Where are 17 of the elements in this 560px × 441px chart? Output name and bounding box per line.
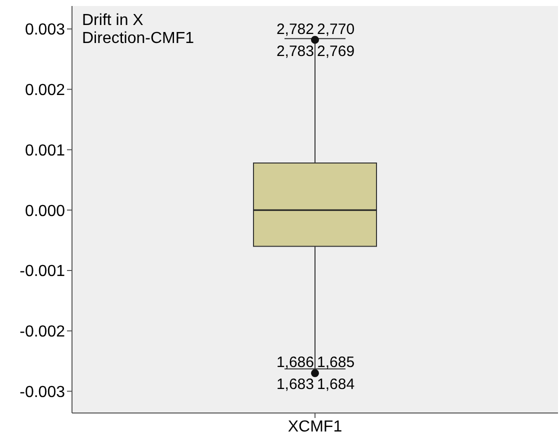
y-tick-label: 0.000 <box>24 202 66 220</box>
y-tick-label: 0.003 <box>24 22 66 39</box>
annotation: 2,770 <box>317 20 355 38</box>
text: Drift in X Direction-CMF1 <box>82 12 196 48</box>
annotation: 2,783 <box>276 42 314 60</box>
y-tick-label: 0.002 <box>24 82 66 100</box>
annotation: 1,686 <box>276 354 314 372</box>
annotation: 1,684 <box>317 376 355 394</box>
y-tick-label: -0.003 <box>20 384 66 401</box>
annotation: 2,769 <box>317 42 355 60</box>
annotation: 1,685 <box>317 354 355 372</box>
y-tick-label: -0.002 <box>20 324 66 341</box>
annotation: 1,683 <box>276 376 314 394</box>
y-tick-label: 0.001 <box>24 142 66 160</box>
x-tick-label: XCMF1 <box>288 418 342 436</box>
annotation: 2,782 <box>276 20 314 38</box>
y-tick-label: -0.001 <box>20 263 66 280</box>
